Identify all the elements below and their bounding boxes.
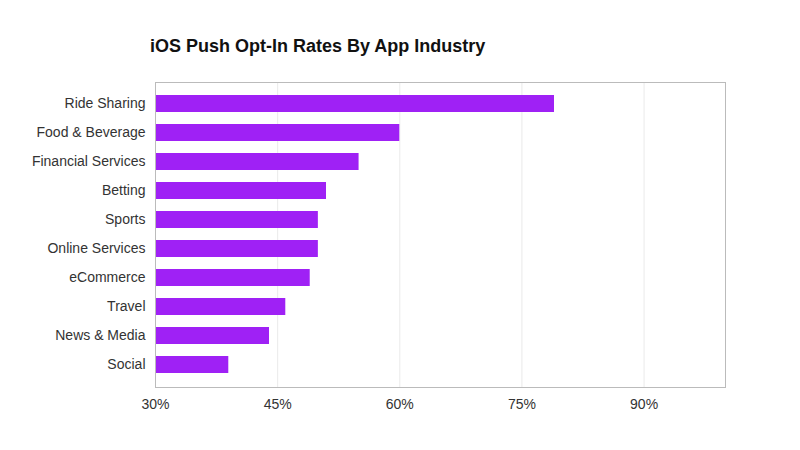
svg-text:Betting: Betting (102, 182, 146, 198)
svg-text:75%: 75% (508, 396, 536, 412)
svg-text:Online Services: Online Services (47, 240, 145, 256)
svg-text:Sports: Sports (105, 211, 145, 227)
svg-text:Financial Services: Financial Services (32, 153, 146, 169)
svg-text:30%: 30% (141, 396, 169, 412)
svg-text:90%: 90% (630, 396, 658, 412)
svg-text:60%: 60% (386, 396, 414, 412)
svg-text:Ride Sharing: Ride Sharing (65, 95, 146, 111)
svg-text:eCommerce: eCommerce (69, 269, 145, 285)
svg-text:News & Media: News & Media (55, 327, 145, 343)
svg-text:45%: 45% (264, 396, 292, 412)
svg-text:Social: Social (107, 356, 145, 372)
svg-text:Travel: Travel (107, 298, 145, 314)
svg-text:Food & Beverage: Food & Beverage (37, 124, 146, 140)
html-text:iOS Push Opt-In Rates By App I: iOS Push Opt-In Rates By App Industry (150, 36, 486, 56)
